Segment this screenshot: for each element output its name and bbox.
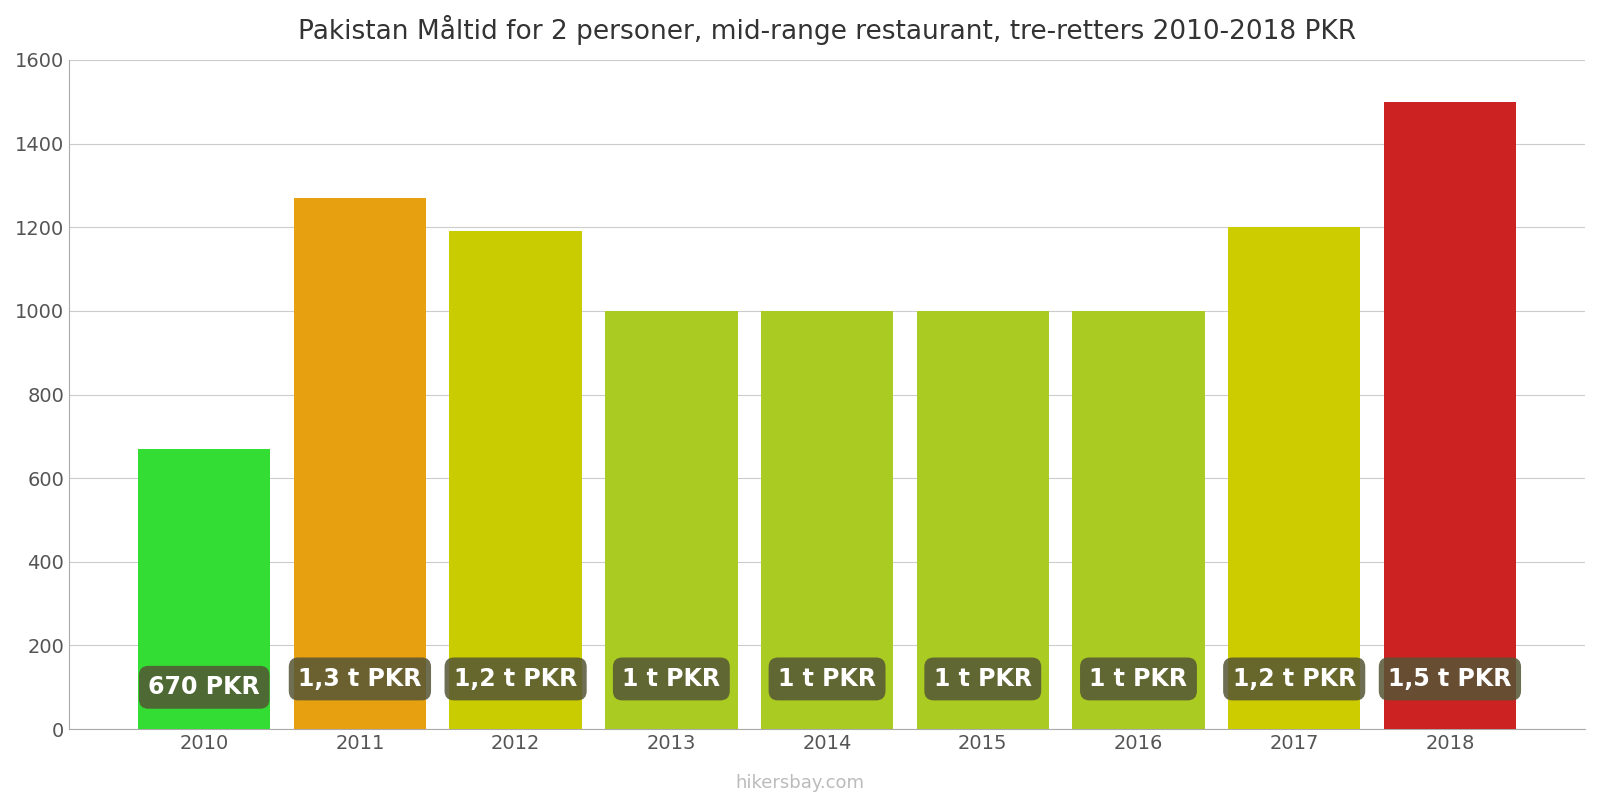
Text: hikersbay.com: hikersbay.com	[736, 774, 864, 792]
Text: 1,2 t PKR: 1,2 t PKR	[454, 667, 578, 691]
Text: 670 PKR: 670 PKR	[149, 675, 261, 699]
Title: Pakistan Måltid for 2 personer, mid-range restaurant, tre-retters 2010-2018 PKR: Pakistan Måltid for 2 personer, mid-rang…	[298, 15, 1357, 45]
Bar	[294, 198, 426, 729]
Bar	[917, 311, 1050, 729]
Text: 1 t PKR: 1 t PKR	[778, 667, 877, 691]
Bar	[1072, 311, 1205, 729]
Text: 1 t PKR: 1 t PKR	[934, 667, 1032, 691]
Text: 1,2 t PKR: 1,2 t PKR	[1232, 667, 1355, 691]
Text: 1,3 t PKR: 1,3 t PKR	[298, 667, 421, 691]
Bar	[1384, 102, 1517, 729]
Bar	[138, 449, 270, 729]
Text: 1 t PKR: 1 t PKR	[622, 667, 720, 691]
Bar	[450, 231, 582, 729]
Bar	[605, 311, 738, 729]
Text: 1 t PKR: 1 t PKR	[1090, 667, 1187, 691]
Text: 1,5 t PKR: 1,5 t PKR	[1389, 667, 1512, 691]
Bar	[762, 311, 893, 729]
Bar	[1229, 227, 1360, 729]
